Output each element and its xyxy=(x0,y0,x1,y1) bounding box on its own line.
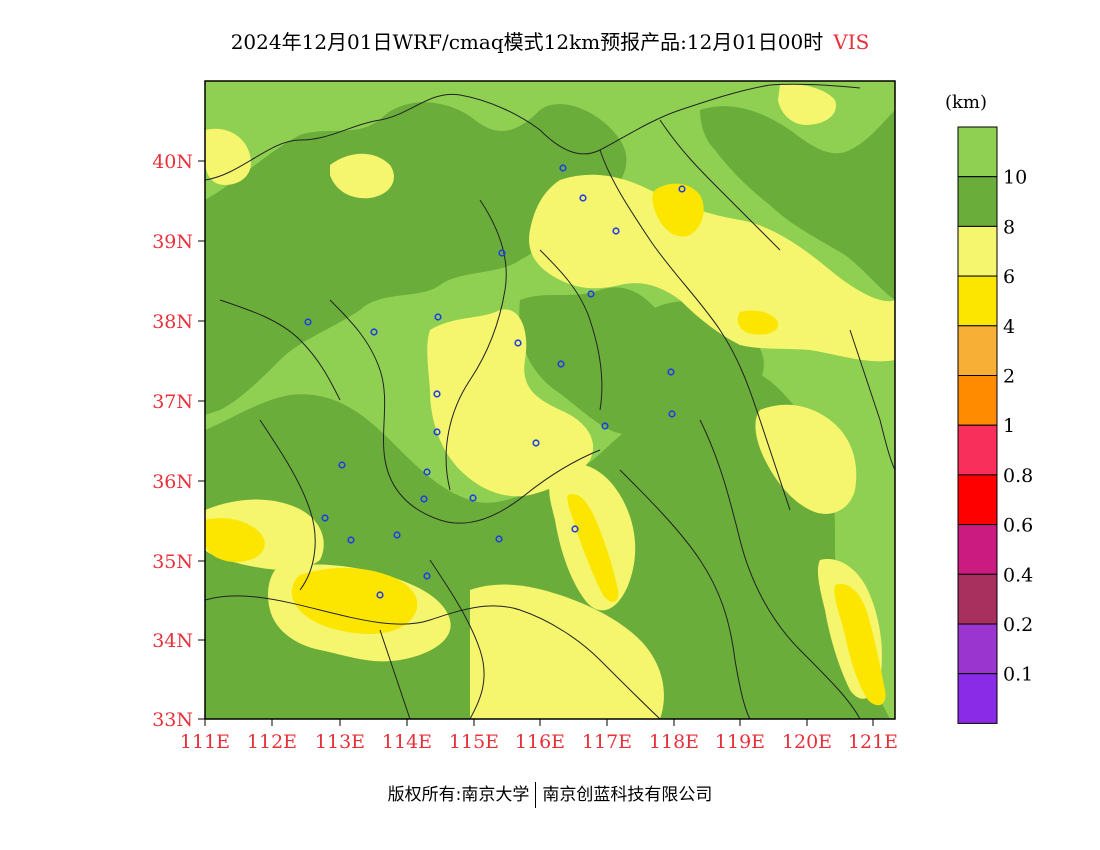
city-marker xyxy=(612,227,620,235)
legend-label: 0.6 xyxy=(1003,515,1033,537)
lon-label: 115E xyxy=(449,731,499,753)
city-marker xyxy=(557,360,565,368)
city-marker xyxy=(423,468,431,476)
legend-swatch xyxy=(957,673,998,724)
legend-swatch xyxy=(957,176,998,227)
city-marker xyxy=(434,313,442,321)
city-marker xyxy=(376,591,384,599)
legend-swatch xyxy=(957,126,998,178)
city-marker xyxy=(347,536,355,544)
lat-label: 35N xyxy=(152,551,193,573)
legend-swatch xyxy=(957,325,998,376)
city-marker xyxy=(514,339,522,347)
city-marker xyxy=(433,428,441,436)
title-variable: VIS xyxy=(833,30,870,54)
lon-label: 112E xyxy=(247,731,297,753)
lon-label: 116E xyxy=(515,731,565,753)
city-marker xyxy=(433,390,441,398)
title-main: 2024年12月01日WRF/cmaq模式12km预报产品:12月01日00时 xyxy=(230,30,824,54)
city-marker xyxy=(571,525,579,533)
city-marker xyxy=(601,422,609,430)
copyright-right: 南京创蓝科技有限公司 xyxy=(542,785,713,805)
city-marker xyxy=(393,531,401,539)
lon-label: 119E xyxy=(715,731,765,753)
city-marker xyxy=(579,194,587,202)
legend-label: 0.1 xyxy=(1003,664,1033,686)
lat-label: 37N xyxy=(152,391,193,413)
legend-label: 0.8 xyxy=(1003,465,1033,487)
field-4-6 xyxy=(205,183,886,706)
lat-label: 34N xyxy=(152,630,193,652)
lon-label: 118E xyxy=(649,731,699,753)
legend-swatch xyxy=(957,524,998,575)
lat-label: 39N xyxy=(152,231,193,253)
legend-swatch xyxy=(957,474,998,526)
city-marker xyxy=(667,368,675,376)
boundary-lines xyxy=(205,83,895,719)
legend-colorbar: 10 8 6 4 2 1 0.8 0.6 0.4 0.2 0.1 xyxy=(957,126,1033,724)
city-marker xyxy=(587,290,595,298)
city-marker xyxy=(304,318,312,326)
lat-label: 40N xyxy=(152,151,193,173)
legend-label: 2 xyxy=(1003,366,1015,388)
longitude-axis: 111E 112E 113E 114E 115E 116E 117E 118E 119E 120E… xyxy=(180,719,898,753)
city-marker xyxy=(498,249,506,257)
city-marker xyxy=(370,328,378,336)
city-marker xyxy=(532,439,540,447)
lat-label: 38N xyxy=(152,311,193,333)
legend-label: 0.4 xyxy=(1003,564,1033,586)
city-marker xyxy=(423,572,431,580)
lon-label: 117E xyxy=(582,731,632,753)
footer-separator xyxy=(535,782,537,808)
map-frame xyxy=(204,80,896,720)
city-marker xyxy=(321,514,329,522)
legend-swatch xyxy=(957,424,998,476)
copyright-left: 版权所有:南京大学 xyxy=(387,785,530,805)
city-markers xyxy=(304,164,686,599)
city-marker xyxy=(469,494,477,502)
legend-label: 10 xyxy=(1003,167,1027,189)
city-marker xyxy=(559,164,567,172)
city-marker xyxy=(678,185,686,193)
legend-unit: (km) xyxy=(945,92,987,113)
city-marker xyxy=(495,535,503,543)
legend-label: 4 xyxy=(1003,316,1015,338)
city-marker xyxy=(338,461,346,469)
legend-label: 6 xyxy=(1003,266,1015,288)
copyright-footer: 版权所有:南京大学 南京创蓝科技有限公司 xyxy=(0,780,1100,808)
legend-swatch xyxy=(957,375,998,426)
legend-label: 1 xyxy=(1003,415,1015,437)
lon-label: 113E xyxy=(315,731,365,753)
legend-label: 0.2 xyxy=(1003,614,1033,636)
legend-swatch xyxy=(957,275,998,327)
lon-label: 114E xyxy=(382,731,432,753)
lon-label: 120E xyxy=(782,731,832,753)
lon-label: 111E xyxy=(180,731,230,753)
legend-swatch xyxy=(957,225,998,277)
lon-label: 121E xyxy=(848,731,898,753)
city-marker xyxy=(420,495,428,503)
legend-swatch xyxy=(957,623,998,675)
city-marker xyxy=(668,410,676,418)
lat-label: 36N xyxy=(152,471,193,493)
legend-swatch xyxy=(957,573,998,625)
legend-label: 8 xyxy=(1003,216,1015,238)
chart-title: 2024年12月01日WRF/cmaq模式12km预报产品:12月01日00时 V… xyxy=(0,26,1100,55)
latitude-axis: 40N 39N 38N 37N 36N 35N 34N 33N xyxy=(152,151,205,731)
map-field xyxy=(205,81,895,719)
lat-label: 33N xyxy=(152,709,193,731)
